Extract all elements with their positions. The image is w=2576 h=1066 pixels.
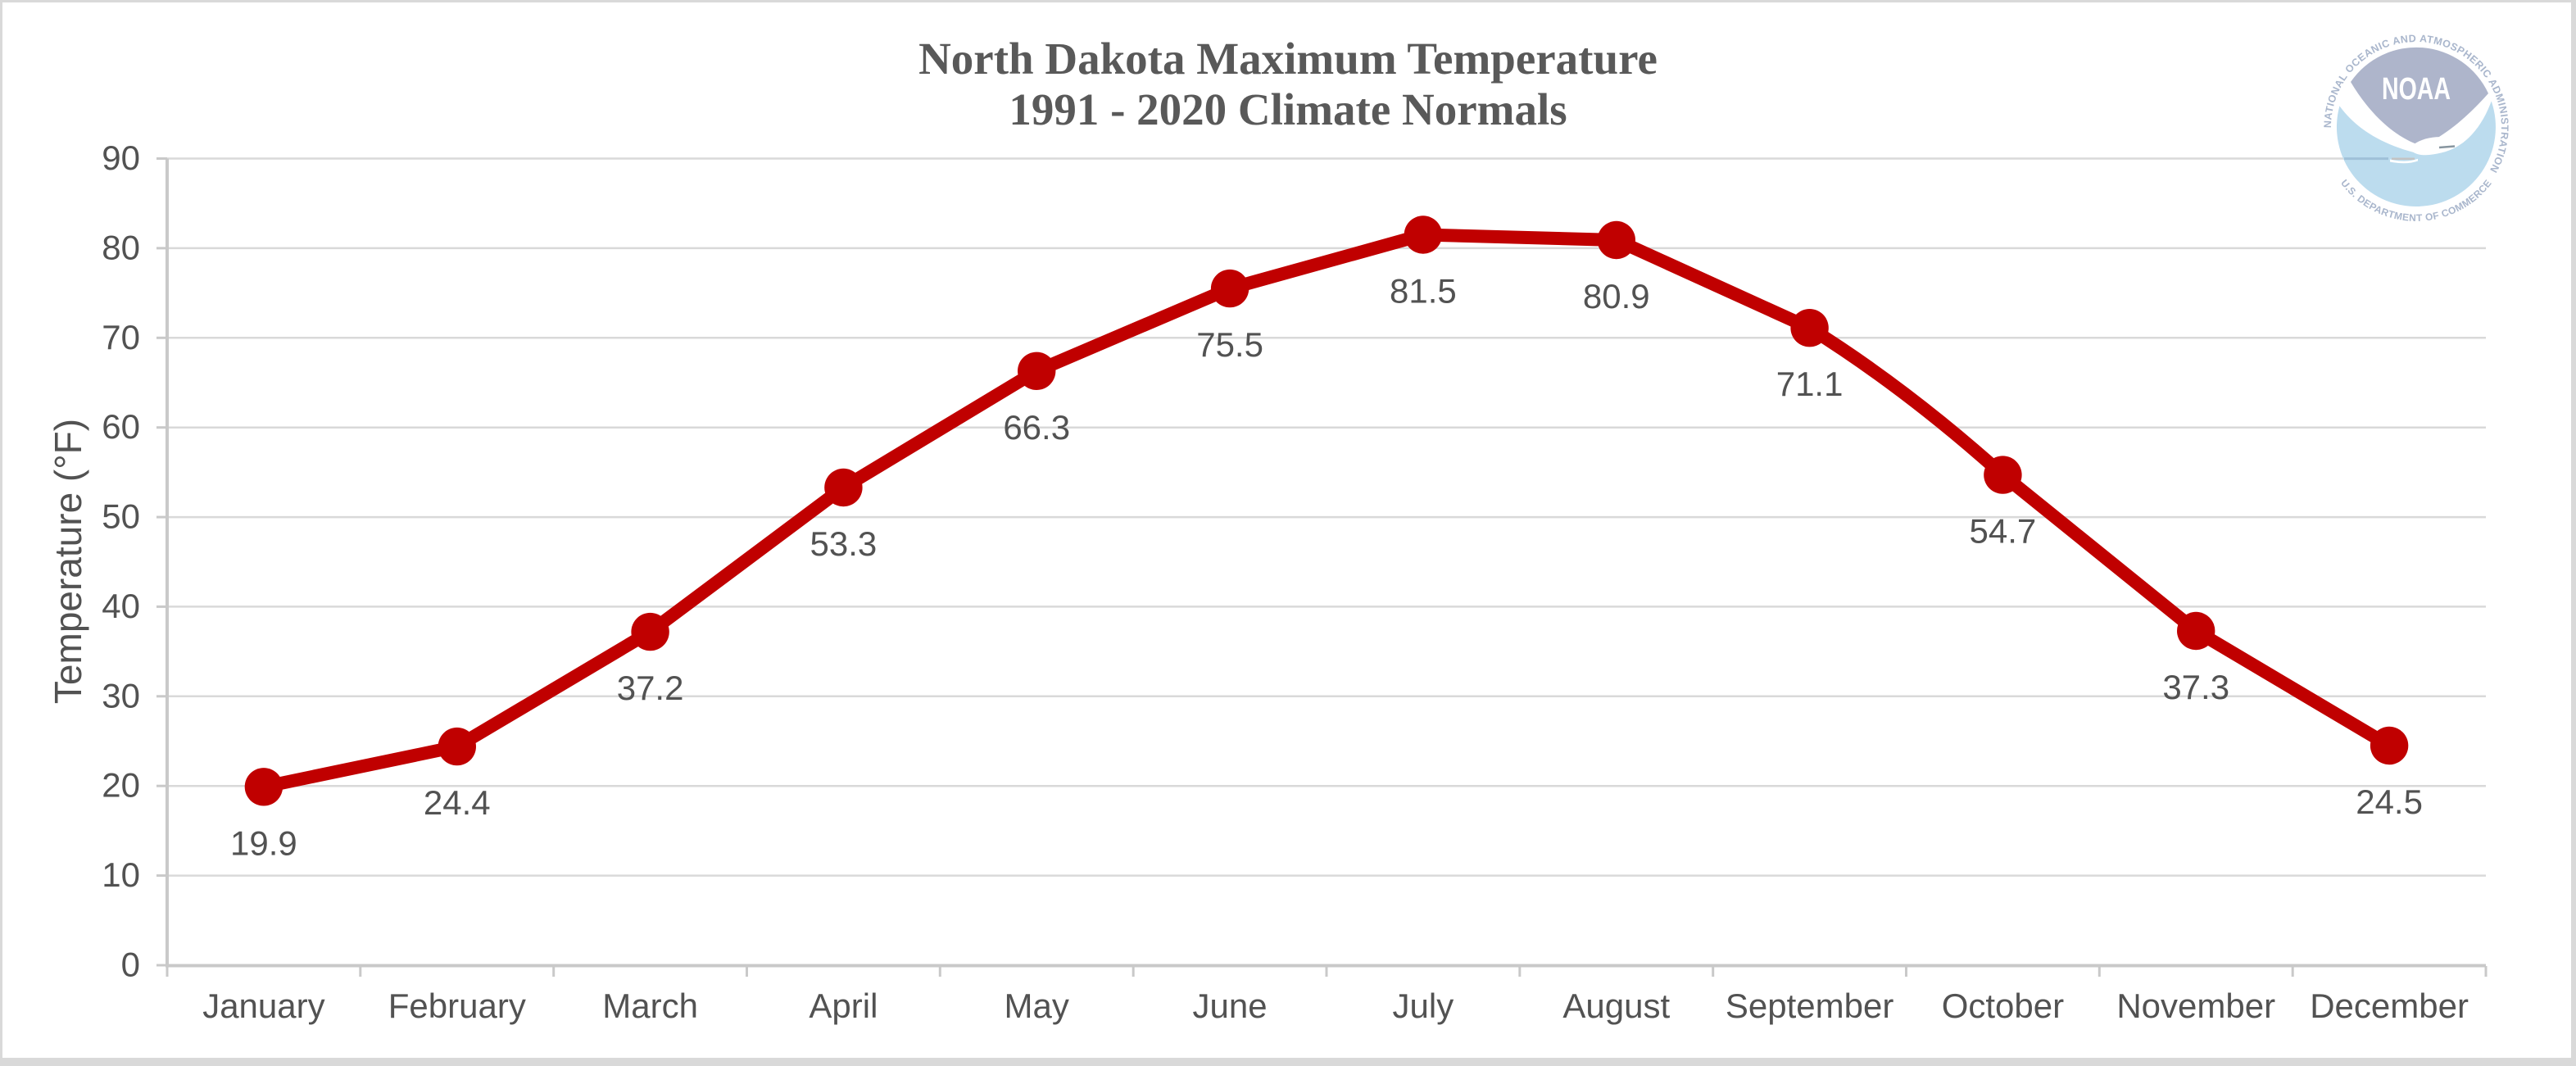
svg-text:May: May <box>1005 987 1069 1025</box>
svg-text:August: August <box>1562 987 1670 1025</box>
svg-text:40: 40 <box>102 587 140 625</box>
svg-text:20: 20 <box>102 766 140 805</box>
svg-text:70: 70 <box>102 318 140 356</box>
svg-text:North Dakota Maximum Temperatu: North Dakota Maximum Temperature <box>918 34 1658 84</box>
svg-text:March: March <box>602 987 698 1025</box>
svg-text:0: 0 <box>121 946 140 984</box>
svg-text:June: June <box>1193 987 1268 1025</box>
svg-text:24.5: 24.5 <box>2356 782 2423 821</box>
svg-text:December: December <box>2310 987 2469 1025</box>
svg-text:53.3: 53.3 <box>810 524 878 563</box>
svg-text:75.5: 75.5 <box>1196 325 1263 364</box>
svg-text:November: November <box>2116 987 2275 1025</box>
svg-text:37.3: 37.3 <box>2162 668 2229 706</box>
svg-text:80: 80 <box>102 228 140 266</box>
svg-text:80.9: 80.9 <box>1583 277 1650 315</box>
svg-text:81.5: 81.5 <box>1390 272 1457 311</box>
svg-text:66.3: 66.3 <box>1003 408 1070 447</box>
svg-text:30: 30 <box>102 676 140 714</box>
svg-text:September: September <box>1726 987 1893 1025</box>
svg-text:July: July <box>1393 987 1454 1025</box>
svg-text:19.9: 19.9 <box>230 823 297 862</box>
svg-text:1991 - 2020 Climate Normals: 1991 - 2020 Climate Normals <box>1009 84 1567 134</box>
svg-text:January: January <box>202 987 324 1025</box>
svg-text:24.4: 24.4 <box>424 783 491 822</box>
svg-text:60: 60 <box>102 407 140 446</box>
svg-text:54.7: 54.7 <box>1970 512 2037 551</box>
svg-text:February: February <box>388 987 526 1025</box>
svg-text:90: 90 <box>102 138 140 177</box>
svg-text:Temperature (°F): Temperature (°F) <box>47 419 89 704</box>
svg-text:April: April <box>809 987 878 1025</box>
svg-text:37.2: 37.2 <box>617 669 684 707</box>
svg-text:10: 10 <box>102 855 140 894</box>
svg-text:October: October <box>1942 987 2064 1025</box>
svg-text:71.1: 71.1 <box>1776 365 1844 403</box>
svg-text:NOAA: NOAA <box>2382 72 2451 107</box>
svg-text:50: 50 <box>102 497 140 536</box>
